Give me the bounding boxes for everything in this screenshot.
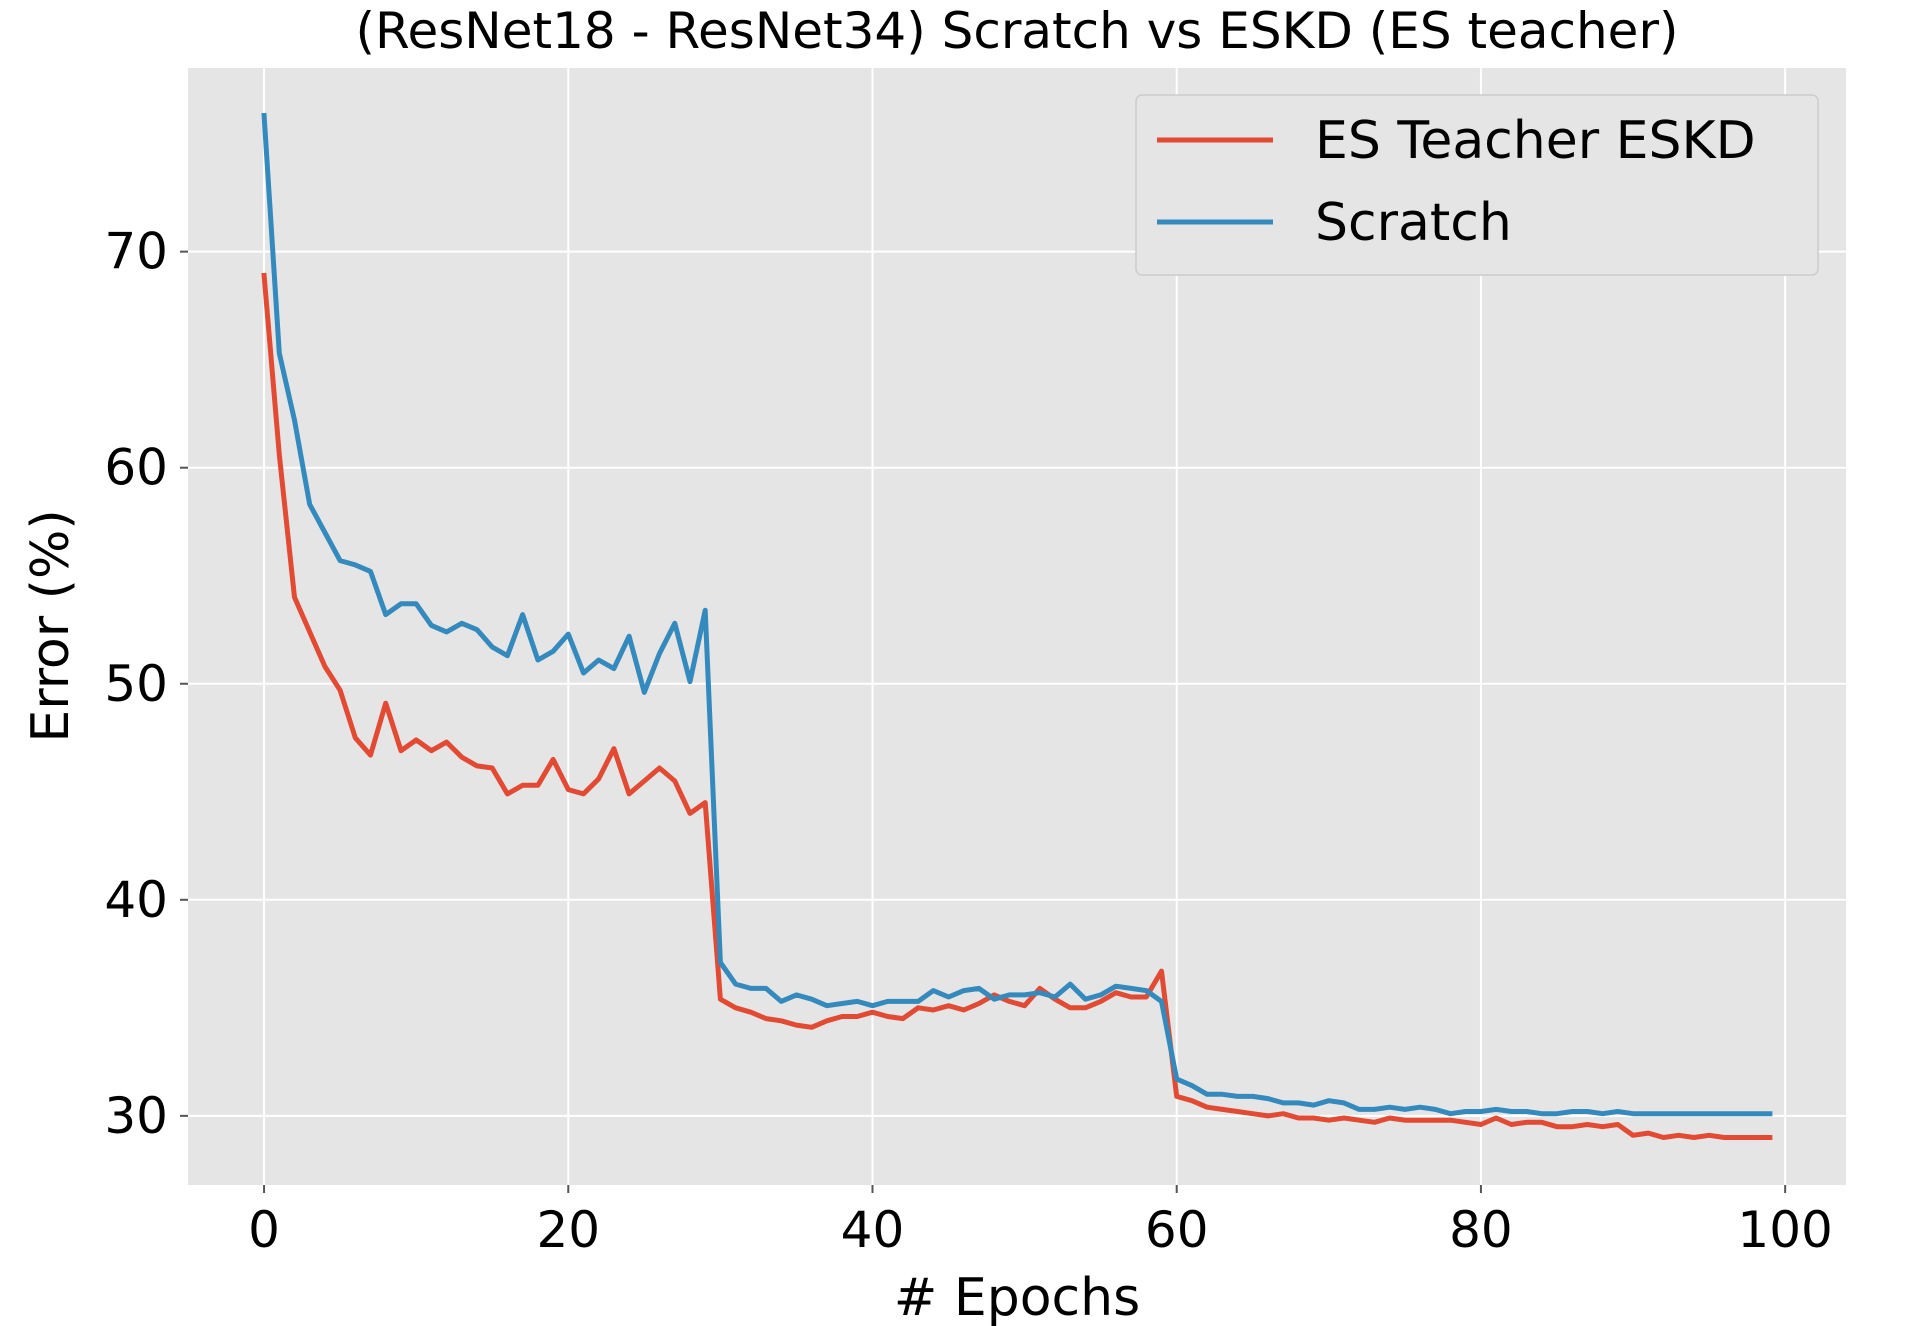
series-line-scratch — [261, 112, 1773, 1117]
x-tick-label: 20 — [536, 1201, 600, 1259]
legend-label-es-teacher-eskd: ES Teacher ESKD — [1315, 111, 1756, 171]
x-tick-label: 100 — [1737, 1201, 1832, 1259]
legend: ES Teacher ESKD Scratch — [1135, 94, 1819, 276]
x-tick-label: 60 — [1145, 1201, 1209, 1259]
x-tick-label: 0 — [248, 1201, 280, 1259]
legend-box — [1135, 94, 1819, 276]
y-tick-label: 70 — [104, 223, 168, 281]
y-axis-label: Error (%) — [21, 509, 81, 742]
x-tick-label: 80 — [1449, 1201, 1513, 1259]
axis-ticks: 0 20 40 60 80 100 30 40 50 60 70 — [104, 223, 1832, 1259]
chart-title: (ResNet18 - ResNet34) Scratch vs ESKD (E… — [355, 2, 1678, 60]
series-line-es-teacher-eskd — [261, 272, 1773, 1140]
y-tick-label: 60 — [104, 439, 168, 497]
legend-label-scratch: Scratch — [1315, 193, 1512, 253]
x-axis-label: # Epochs — [894, 1268, 1140, 1326]
y-tick-label: 40 — [104, 871, 168, 929]
y-tick-label: 50 — [104, 655, 168, 713]
x-tick-label: 40 — [841, 1201, 905, 1259]
series-layer — [261, 112, 1773, 1140]
y-tick-label: 30 — [104, 1087, 168, 1145]
